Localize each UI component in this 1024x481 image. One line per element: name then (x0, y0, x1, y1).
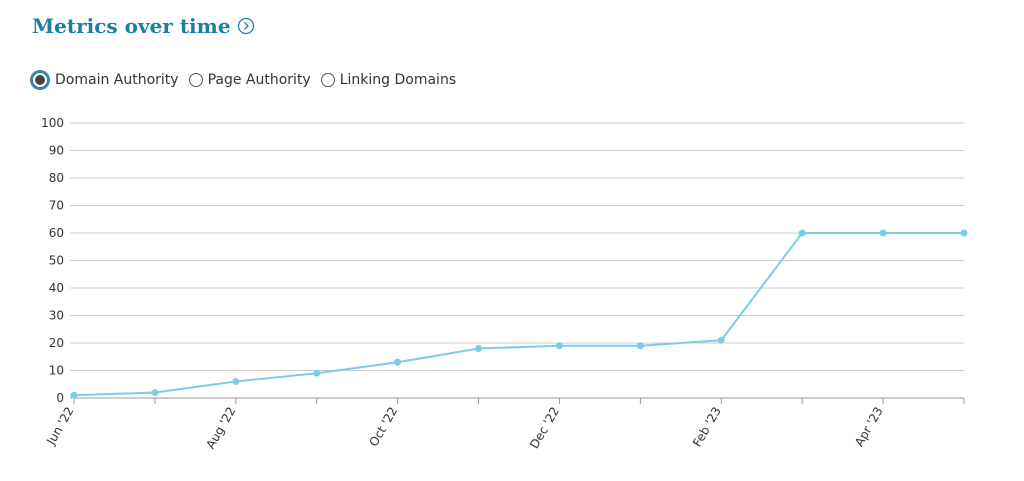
metric-options: Domain Authority Page Authority Linking Do… (30, 70, 456, 90)
x-tick-label: Aug '22 (203, 405, 238, 452)
data-point (394, 358, 402, 366)
radio-button[interactable] (320, 73, 335, 87)
data-point (475, 345, 483, 352)
radio-label[interactable]: Page Authority (207, 72, 311, 88)
title: Metrics over time (32, 14, 231, 38)
y-tick-label: 50 (49, 254, 64, 268)
data-point (798, 229, 806, 237)
y-tick-label: 40 (49, 281, 64, 295)
data-point (313, 369, 321, 377)
y-tick-label: 70 (49, 199, 64, 213)
y-tick-label: 100 (41, 116, 64, 130)
radio-option[interactable]: Domain Authority (30, 70, 179, 90)
data-point (555, 342, 563, 350)
radio-option[interactable]: Linking Domains (320, 70, 457, 90)
y-tick-label: 10 (49, 364, 64, 378)
radio-label[interactable]: Linking Domains (339, 72, 457, 88)
x-tick-label: Apr '23 (852, 405, 886, 449)
data-point (960, 229, 968, 237)
x-tick-label: Dec '22 (527, 405, 562, 451)
y-tick-label: 60 (49, 226, 64, 240)
radio-option[interactable]: Page Authority (188, 70, 311, 90)
info-icon[interactable] (237, 17, 255, 35)
data-point (717, 336, 725, 344)
x-tick-label: Jun '22 (43, 405, 76, 448)
y-tick-label: 0 (56, 391, 64, 405)
radio-button[interactable] (188, 73, 203, 87)
x-tick-label: Oct '22 (367, 405, 401, 449)
data-point (70, 391, 78, 399)
y-tick-label: 90 (49, 144, 64, 158)
x-tick-label: Feb '23 (690, 405, 724, 450)
data-line (73, 232, 964, 397)
radio-button[interactable] (30, 70, 50, 90)
data-point (232, 378, 240, 385)
y-tick-label: 30 (49, 309, 64, 323)
radio-label[interactable]: Domain Authority (55, 72, 179, 88)
section-header: Metrics over time (32, 14, 255, 38)
y-tick-label: 20 (49, 336, 64, 350)
y-tick-label: 80 (49, 171, 64, 185)
data-point (636, 342, 644, 350)
data-point (879, 229, 887, 237)
data-point (151, 389, 159, 396)
